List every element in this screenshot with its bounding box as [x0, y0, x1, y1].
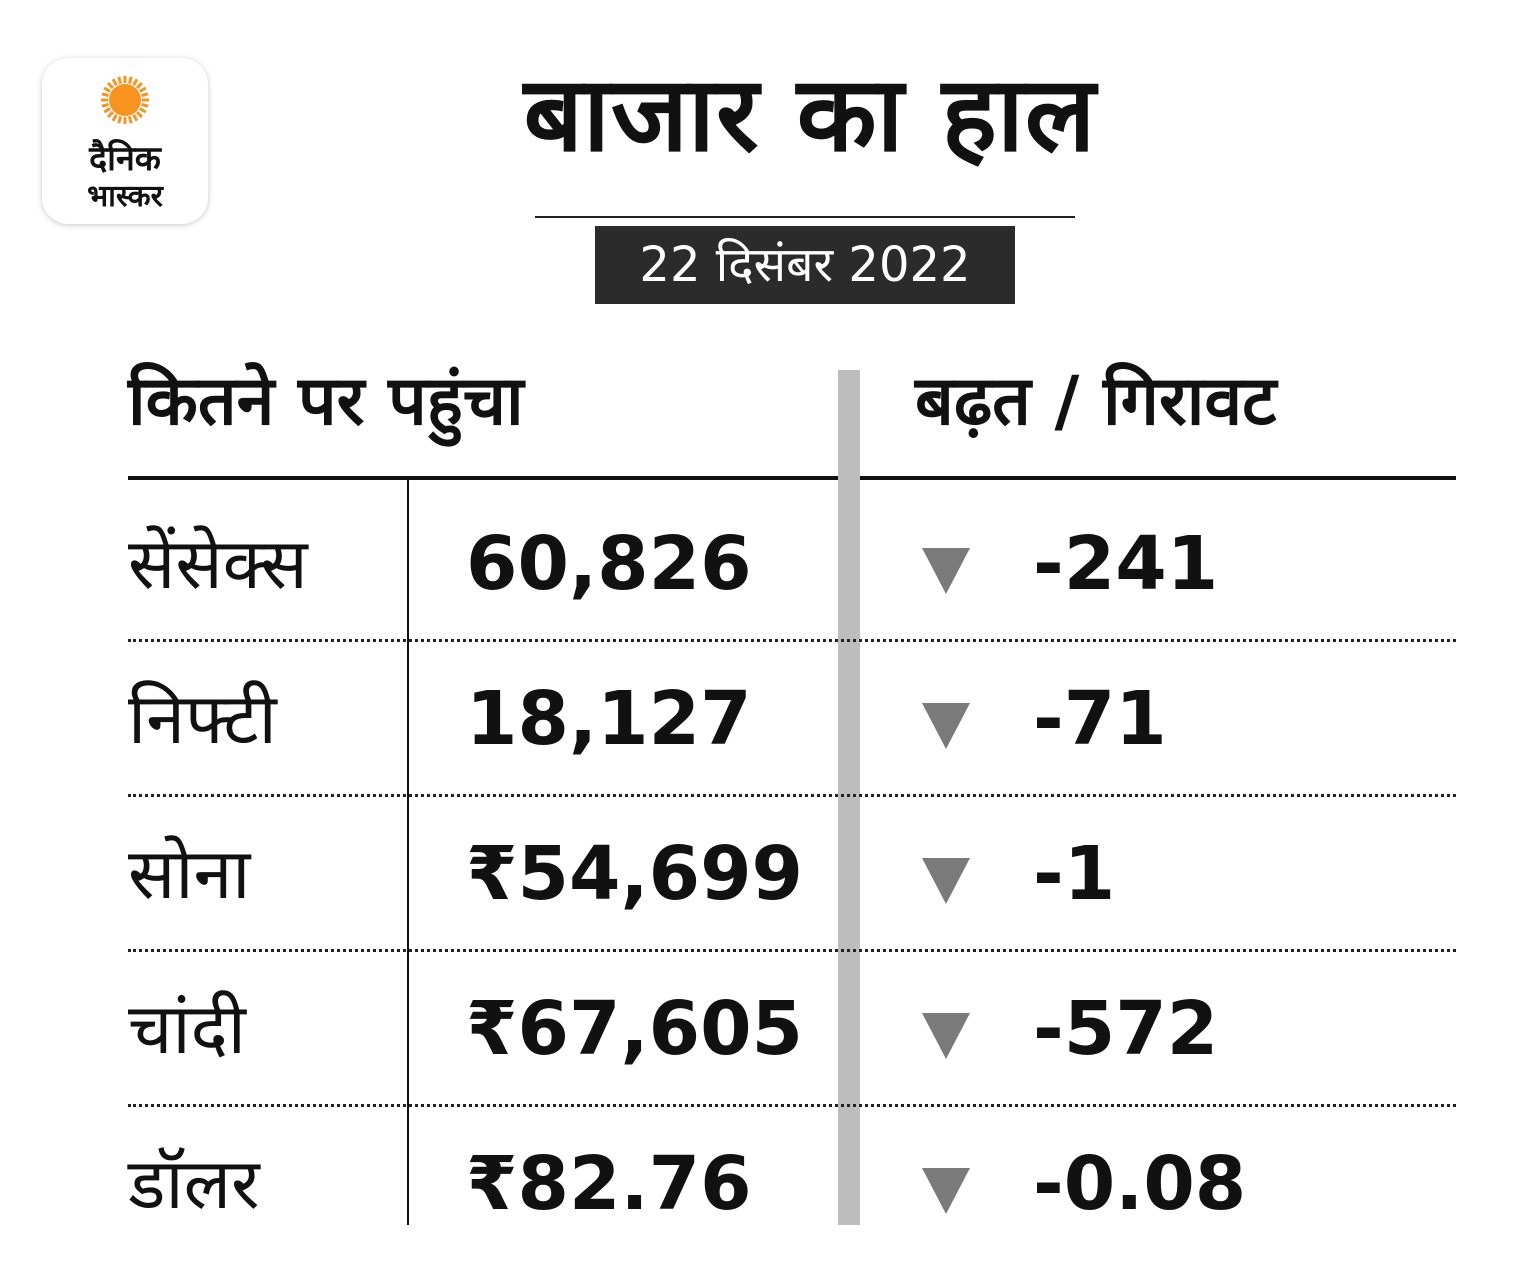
- row-value: ₹67,605: [466, 986, 804, 1072]
- brand-logo: दैनिक भास्कर: [42, 58, 208, 224]
- header-divider: [128, 476, 1456, 480]
- row-separator: [128, 794, 1456, 797]
- row-name: निफ्टी: [128, 678, 277, 760]
- row-change: -241: [1033, 521, 1219, 607]
- row-change: -1: [1033, 831, 1116, 917]
- row-value: ₹82.76: [466, 1141, 752, 1227]
- row-separator: [128, 1104, 1456, 1107]
- down-triangle-icon: [922, 1168, 970, 1214]
- row-name: सोना: [128, 833, 251, 915]
- table-row: सोना ₹54,699 -1: [0, 799, 1521, 954]
- row-value: 18,127: [466, 676, 752, 762]
- down-triangle-icon: [922, 548, 970, 594]
- row-name: सेंसेक्स: [128, 523, 308, 605]
- title-underline: [535, 216, 1075, 218]
- row-change: -0.08: [1033, 1141, 1247, 1227]
- row-separator: [128, 639, 1456, 642]
- row-value: 60,826: [466, 521, 752, 607]
- down-triangle-icon: [922, 1013, 970, 1059]
- column-divider: [838, 370, 860, 1225]
- row-change: -572: [1033, 986, 1219, 1072]
- table-row: डॉलर ₹82.76 -0.08: [0, 1109, 1521, 1264]
- row-change: -71: [1033, 676, 1167, 762]
- row-value: ₹54,699: [466, 831, 804, 917]
- header-value-column: कितने पर पहुंचा: [128, 362, 524, 441]
- header-change-column: बढ़त / गिरावट: [915, 362, 1277, 441]
- page-title: बाजार का हाल: [523, 53, 1097, 175]
- sun-icon: [101, 76, 149, 124]
- date-badge: 22 दिसंबर 2022: [595, 226, 1015, 304]
- row-separator: [128, 949, 1456, 952]
- row-name: चांदी: [128, 988, 246, 1070]
- name-column-divider: [407, 480, 409, 1225]
- table-row: सेंसेक्स 60,826 -241: [0, 489, 1521, 644]
- logo-text-line1: दैनिक: [89, 139, 161, 179]
- logo-text-line2: भास्कर: [87, 179, 163, 214]
- down-triangle-icon: [922, 703, 970, 749]
- row-name: डॉलर: [128, 1143, 260, 1225]
- down-triangle-icon: [922, 858, 970, 904]
- table-row: चांदी ₹67,605 -572: [0, 954, 1521, 1109]
- table-row: निफ्टी 18,127 -71: [0, 644, 1521, 799]
